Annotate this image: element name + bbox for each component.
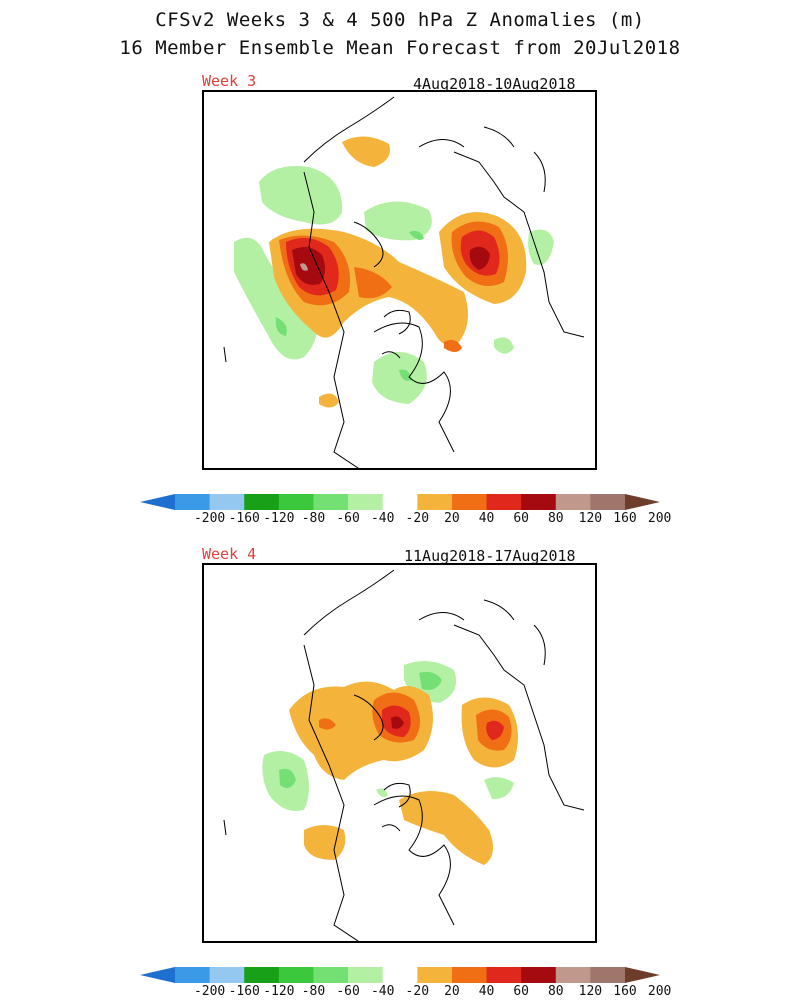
week3-colorbar-tick-label: -60 [336, 511, 360, 526]
week4-colorbar-tick-label: -80 [301, 984, 326, 999]
week3-colorbar-swatch [382, 494, 418, 510]
week3-colorbar-swatch [348, 494, 384, 510]
week4-colorbar-swatch [313, 967, 349, 983]
week4-colorbar-swatch [521, 967, 557, 983]
week3-positive-anomalies [269, 136, 527, 408]
week4-colorbar-swatch [486, 967, 522, 983]
week4-colorbar-swatch [348, 967, 384, 983]
chart-title-line1: CFSv2 Weeks 3 & 4 500 hPa Z Anomalies (m… [155, 9, 645, 31]
week4-label: Week 4 [202, 545, 257, 563]
week3-colorbar-swatch [175, 494, 211, 510]
week3-negative-anomalies [234, 166, 554, 404]
week4-date-range: 11Aug2018-17Aug2018 [404, 547, 576, 565]
week3-colorbar-tick-label: -20 [405, 511, 430, 526]
week4-map [202, 563, 597, 943]
week4-colorbar-tick-label: -40 [370, 984, 395, 999]
week3-colorbar-swatch [451, 494, 488, 510]
week3-coastlines [223, 96, 585, 468]
week3-date-range: 4Aug2018-10Aug2018 [413, 75, 576, 93]
week4-colorbar-tick-label: 40 [478, 984, 495, 999]
week3-colorbar-swatch [209, 494, 245, 510]
week4-colorbar-tick-label: -20 [405, 984, 430, 999]
week4-colorbar-tick-label: -60 [336, 984, 360, 999]
week4-colorbar-swatch [244, 967, 280, 983]
week4-colorbar-arrow-high [625, 967, 660, 983]
week3-colorbar-tick-label: 160 [613, 511, 637, 526]
week3-colorbar-tick-label: -200 [193, 511, 226, 526]
week3-map [202, 90, 597, 470]
week4-colorbar-tick-label: -120 [263, 984, 295, 999]
week3-colorbar-tick-label: 60 [513, 511, 529, 526]
week3-colorbar-tick-label: 80 [547, 511, 564, 526]
week3-colorbar-tick-label: 120 [578, 511, 603, 526]
week4-colorbar-tick-label: 60 [513, 984, 529, 999]
week3-label: Week 3 [202, 72, 257, 90]
week4-colorbar-swatch [590, 967, 626, 983]
week4-colorbar-tick-label: 160 [613, 984, 637, 999]
week3-colorbar-tick-label: -120 [263, 511, 295, 526]
week4-colorbar-swatch [175, 967, 211, 983]
week4-colorbar-swatch [382, 967, 418, 983]
week4-colorbar-tick-label: 80 [547, 984, 564, 999]
week4-colorbar-tick-label: 20 [444, 984, 460, 999]
week3-colorbar-swatch [278, 494, 314, 510]
week4-colorbar-swatch [278, 967, 314, 983]
week4-coastlines [223, 569, 585, 941]
week3-colorbar-swatch [313, 494, 349, 510]
week3-colorbar-arrow-low [140, 494, 175, 510]
week4-colorbar-tick-label: 200 [647, 984, 672, 999]
week4-colorbar-tick-label: 120 [578, 984, 603, 999]
week3-colorbar-tick-label: -160 [228, 511, 260, 526]
week4-colorbar-swatch [555, 967, 591, 983]
week4-colorbar [140, 965, 660, 1001]
week3-colorbar-swatch [521, 494, 557, 510]
week4-colorbar-tick-label: -200 [193, 984, 226, 999]
week4-positive-anomalies [289, 681, 518, 865]
chart-title-line2: 16 Member Ensemble Mean Forecast from 20… [119, 37, 681, 59]
week3-colorbar [140, 492, 660, 528]
week3-colorbar-tick-label: -40 [370, 511, 395, 526]
week3-colorbar-swatch [555, 494, 591, 510]
week4-colorbar-swatch [417, 967, 453, 983]
week3-colorbar-tick-label: -80 [301, 511, 326, 526]
week4-colorbar-swatch [209, 967, 245, 983]
week3-colorbar-swatch [590, 494, 626, 510]
week3-colorbar-swatch [244, 494, 280, 510]
week4-colorbar-tick-label: -160 [228, 984, 260, 999]
week3-colorbar-swatch [486, 494, 522, 510]
week3-colorbar-arrow-high [625, 494, 660, 510]
week3-colorbar-tick-label: 40 [478, 511, 495, 526]
week4-colorbar-swatch [451, 967, 488, 983]
week4-colorbar-arrow-low [140, 967, 175, 983]
week3-colorbar-tick-label: 20 [444, 511, 460, 526]
week3-colorbar-tick-label: 200 [647, 511, 672, 526]
week3-colorbar-swatch [417, 494, 453, 510]
